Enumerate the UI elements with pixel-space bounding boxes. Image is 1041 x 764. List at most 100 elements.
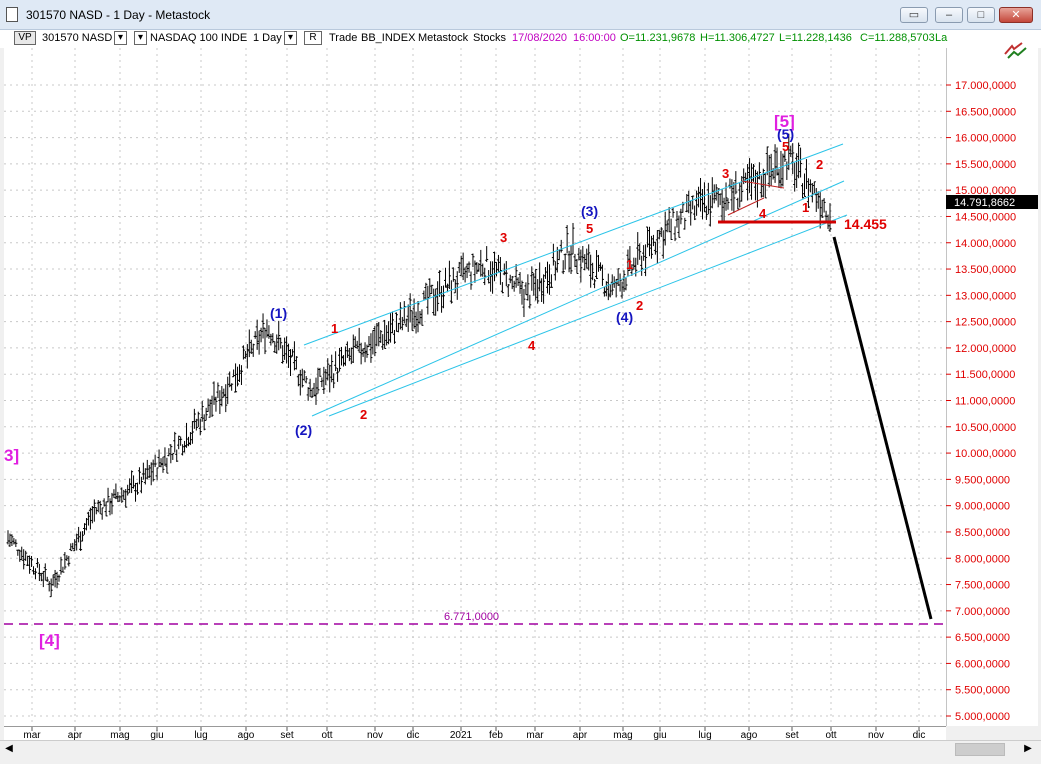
- price-chart: 6.771,0000 14.455 3] [4] [5] (1) (2) (3)…: [4, 48, 946, 726]
- x-tick-label: 2021: [450, 730, 473, 741]
- channel-middle: [311, 180, 845, 417]
- symbol-dropdown-icon[interactable]: ▾: [114, 31, 127, 45]
- y-tick-label: 17.000,0000: [955, 80, 1016, 92]
- wave-3-label: (3): [581, 203, 598, 219]
- subwave-1a-label: 1: [331, 321, 338, 336]
- wave-4-label: (4): [616, 309, 633, 325]
- y-tick-label: 6.500,0000: [955, 632, 1010, 644]
- x-tick-label: giu: [150, 730, 163, 741]
- time-label: 16:00:00: [573, 32, 616, 44]
- x-tick-label: mag: [110, 730, 129, 741]
- scroll-left-icon[interactable]: ◀: [5, 743, 13, 754]
- close-icon[interactable]: ✕: [999, 7, 1033, 23]
- current-price-label: 14.791,8662: [954, 197, 1015, 209]
- y-tick-label: 15.000,0000: [955, 185, 1016, 197]
- last-value: La: [935, 32, 948, 44]
- symbol-label: 301570 NASD: [42, 32, 113, 44]
- x-tick-label: ago: [741, 730, 758, 741]
- chart-toolbar: VP 301570 NASD ▾ ▾ NASDAQ 100 INDE 1 Day…: [0, 30, 1041, 48]
- wave-1-label: (1): [270, 305, 287, 321]
- y-tick-label: 7.000,0000: [955, 606, 1010, 618]
- y-tick-label: 10.000,0000: [955, 448, 1016, 460]
- y-tick-label: 13.500,0000: [955, 264, 1016, 276]
- x-tick-label: ago: [238, 730, 255, 741]
- y-tick-label: 9.500,0000: [955, 474, 1010, 486]
- channel-lower: [328, 214, 848, 417]
- y-tick-label: 12.500,0000: [955, 317, 1016, 329]
- x-axis: mar apr mag giu lug ago set ott nov dic 2021 feb mar…: [4, 726, 946, 741]
- y-tick-label: 8.500,0000: [955, 527, 1010, 539]
- period-dropdown-icon[interactable]: ▾: [284, 31, 297, 45]
- channel-lines: [303, 143, 848, 417]
- mode-label: Trade: [329, 32, 358, 44]
- x-tick-label: mag: [613, 730, 632, 741]
- open-value: O=11.231,9678: [620, 32, 696, 44]
- grid: [4, 48, 946, 726]
- channel-upper: [303, 143, 844, 346]
- restore-windows-button[interactable]: ▭: [900, 7, 928, 23]
- x-tick-label: lug: [698, 730, 711, 741]
- y-tick-label: 8.000,0000: [955, 553, 1010, 565]
- subwave-3a-label: 3: [500, 230, 507, 245]
- x-tick-label: ott: [825, 730, 836, 741]
- projection-arrow: [832, 236, 933, 620]
- x-tick-label: nov: [868, 730, 884, 741]
- r-button[interactable]: R: [304, 31, 322, 45]
- y-tick-label: 16.500,0000: [955, 106, 1016, 118]
- horizontal-scrollbar[interactable]: ◀ ▶: [0, 740, 1041, 758]
- y-tick-label: 15.500,0000: [955, 159, 1016, 171]
- subwave-2a-label: 2: [360, 407, 367, 422]
- y-tick-label: 12.000,0000: [955, 343, 1016, 355]
- y-tick-label: 11.000,0000: [955, 396, 1015, 408]
- chart-plot-area[interactable]: 6.771,0000 14.455 3] [4] [5] (1) (2) (3)…: [4, 48, 946, 726]
- y-axis-scale: 17.000,0000 16.500,0000 16.000,0000 15.500,…: [945, 48, 1038, 726]
- y-axis[interactable]: 17.000,0000 16.500,0000 16.000,0000 15.500,…: [945, 42, 1038, 726]
- wave-2-label: (2): [295, 422, 312, 438]
- period-label: 1 Day: [253, 32, 282, 44]
- high-value: H=11.306,4727: [700, 32, 775, 44]
- wave-3-major-label: 3]: [4, 446, 19, 465]
- current-price-marker: [946, 195, 1038, 209]
- subwave-2b-label: 2: [636, 298, 643, 313]
- y-tick-label: 16.000,0000: [955, 133, 1016, 145]
- x-axis-labels: mar apr mag giu lug ago set ott nov dic 2021 feb mar…: [23, 727, 926, 741]
- support-level-label: 6.771,0000: [444, 611, 499, 623]
- triangle-top: [741, 180, 785, 189]
- maximize-icon[interactable]: □: [967, 7, 995, 23]
- y-tick-label: 5.000,0000: [955, 711, 1010, 723]
- name-dropdown-icon[interactable]: ▾: [134, 31, 147, 45]
- x-tick-label: feb: [489, 730, 503, 741]
- x-tick-label: set: [785, 730, 799, 741]
- date-label: 17/08/2020: [512, 32, 568, 44]
- triangle-bottom: [727, 197, 765, 216]
- scrollbar-thumb[interactable]: [955, 743, 1005, 756]
- x-tick-label: apr: [573, 730, 588, 741]
- minimize-icon[interactable]: –: [935, 7, 963, 23]
- scroll-right-icon[interactable]: ▶: [1024, 743, 1032, 754]
- wave-5-major-label: [5]: [774, 112, 795, 131]
- index-label: BB_INDEX: [361, 32, 416, 44]
- vp-button[interactable]: VP: [14, 31, 36, 45]
- source-label: Metastock: [418, 32, 469, 44]
- subwave-1b-label: 1: [626, 257, 633, 272]
- chart-settings-icon[interactable]: [1002, 40, 1032, 62]
- subwave-5a-label: 5: [586, 221, 593, 236]
- y-tick-label: 13.000,0000: [955, 290, 1016, 302]
- subwave-2c-label: 2: [816, 157, 823, 172]
- app-icon: [6, 7, 18, 22]
- subwave-5b-label: 5: [782, 139, 789, 154]
- x-tick-label: dic: [913, 730, 926, 741]
- window-titlebar: 301570 NASD - 1 Day - Metastock ▭ – □ ✕: [0, 0, 1041, 30]
- y-tick-label: 5.500,0000: [955, 685, 1010, 697]
- x-tick-label: mar: [23, 730, 41, 741]
- x-tick-label: dic: [407, 730, 420, 741]
- y-tick-label: 10.500,0000: [955, 422, 1016, 434]
- subwave-4b-label: 4: [759, 206, 767, 221]
- y-tick-label: 9.000,0000: [955, 501, 1010, 513]
- subwave-3b-label: 3: [722, 166, 729, 181]
- x-tick-label: mar: [526, 730, 544, 741]
- x-tick-label: apr: [68, 730, 83, 741]
- y-tick-label: 6.000,0000: [955, 658, 1010, 670]
- x-tick-label: ott: [321, 730, 332, 741]
- y-tick-label: 7.500,0000: [955, 580, 1010, 592]
